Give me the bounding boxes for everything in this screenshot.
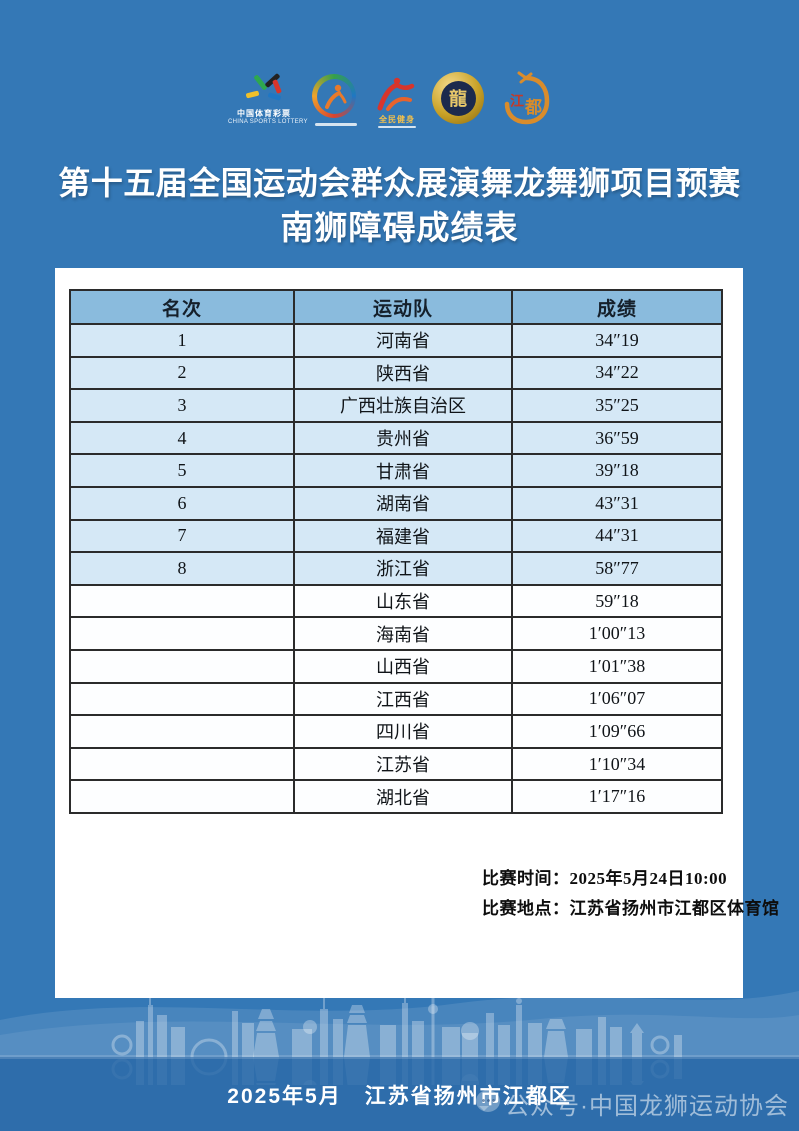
score-cell: 44″31 <box>511 518 723 554</box>
team-cell: 湖北省 <box>293 779 513 814</box>
rank-cell: 3 <box>69 388 295 423</box>
header-team: 运动队 <box>293 289 513 325</box>
national-games-emblem-logo <box>312 74 360 128</box>
rank-cell: 4 <box>69 420 295 456</box>
footer-band <box>0 1057 799 1131</box>
team-cell: 四川省 <box>293 714 513 749</box>
rank-cell <box>69 648 295 684</box>
team-cell: 山东省 <box>293 583 513 619</box>
team-cell: 河南省 <box>293 323 513 358</box>
team-cell: 海南省 <box>293 616 513 651</box>
dragon-association-medal-logo: 龍 <box>432 72 484 128</box>
rank-cell <box>69 583 295 619</box>
table-row: 7 福建省 44″31 <box>69 518 723 554</box>
fitness-caption-bar <box>378 126 416 128</box>
dragon-swirl-icon: 江 都 <box>504 71 550 125</box>
rank-cell: 1 <box>69 323 295 358</box>
team-cell: 山西省 <box>293 648 513 684</box>
lottery-name-cn: 中国体育彩票 <box>237 109 291 118</box>
fitness-for-all-logo: 全民健身 <box>372 76 422 130</box>
score-cell: 59″18 <box>511 583 723 619</box>
team-cell: 湖南省 <box>293 485 513 521</box>
score-cell: 34″19 <box>511 323 723 358</box>
team-cell: 甘肃省 <box>293 453 513 488</box>
wechat-bubble-icon <box>476 1090 500 1112</box>
team-cell: 广西壮族自治区 <box>293 388 513 423</box>
table-header-row: 名次 运动队 成绩 <box>69 289 723 325</box>
poster-title-line2: 南狮障碍成绩表 <box>280 209 519 246</box>
score-cell: 1′10″34 <box>511 746 723 782</box>
table-row: 江苏省 1′10″34 <box>69 746 723 782</box>
table-row: 四川省 1′09″66 <box>69 714 723 749</box>
competition-time: 比赛时间：2025年5月24日10:00 <box>482 869 728 888</box>
score-cell: 35″25 <box>511 388 723 423</box>
table-row: 2 陕西省 34″22 <box>69 355 723 391</box>
header-score: 成绩 <box>511 289 723 325</box>
rank-cell: 7 <box>69 518 295 554</box>
rank-cell: 5 <box>69 453 295 488</box>
table-row: 山西省 1′01″38 <box>69 648 723 684</box>
score-cell: 39″18 <box>511 453 723 488</box>
score-cell: 1′00″13 <box>511 616 723 651</box>
results-table-body: 1 河南省 34″19 2 陕西省 34″22 3 广西壮族自治区 35″25 4 贵州省 36″59… <box>69 323 723 814</box>
watermark-text: 公众号·中国龙狮运动协会 <box>505 1093 789 1120</box>
games-emblem-ring-icon <box>312 74 356 118</box>
team-cell: 福建省 <box>293 518 513 554</box>
header-rank: 名次 <box>69 289 295 325</box>
table-row: 1 河南省 34″19 <box>69 323 723 358</box>
table-row: 3 广西壮族自治区 35″25 <box>69 388 723 423</box>
competition-meta: 比赛时间：2025年5月24日10:00 比赛地点：江苏省扬州市江都区体育馆 <box>482 864 780 924</box>
score-cell: 43″31 <box>511 485 723 521</box>
emblem-caption-bar <box>315 123 357 126</box>
score-cell: 1′06″07 <box>511 681 723 717</box>
fitness-figures-icon <box>377 77 415 111</box>
table-row: 江西省 1′06″07 <box>69 681 723 717</box>
table-row: 5 甘肃省 39″18 <box>69 453 723 488</box>
rank-cell: 8 <box>69 551 295 586</box>
rank-cell: 6 <box>69 485 295 521</box>
results-card: 名次 运动队 成绩 1 河南省 34″19 2 陕西省 34″22 3 广西壮族自治区 35″2… <box>55 268 743 998</box>
rank-cell <box>69 779 295 814</box>
team-cell: 浙江省 <box>293 551 513 586</box>
table-row: 6 湖南省 43″31 <box>69 485 723 521</box>
footer-date-location: 2025年5月 江苏省扬州市江都区 <box>227 1085 572 1108</box>
city-skyline <box>0 989 799 1085</box>
jiangdu-dragon-logo: 江 都 <box>498 71 554 129</box>
dragon-glyph: 龍 <box>449 89 467 109</box>
table-row: 山东省 59″18 <box>69 583 723 619</box>
jiangdu-char1: 江 <box>510 93 524 110</box>
score-cell: 34″22 <box>511 355 723 391</box>
lottery-name-en: CHINA SPORTS LOTTERY <box>228 119 308 125</box>
table-row: 湖北省 1′17″16 <box>69 779 723 814</box>
table-row: 海南省 1′00″13 <box>69 616 723 651</box>
competition-venue: 比赛地点：江苏省扬州市江都区体育馆 <box>482 899 780 918</box>
score-cell: 36″59 <box>511 420 723 456</box>
table-row: 8 浙江省 58″77 <box>69 551 723 586</box>
rank-cell: 2 <box>69 355 295 391</box>
score-cell: 58″77 <box>511 551 723 586</box>
score-cell: 1′17″16 <box>511 779 723 814</box>
table-row: 4 贵州省 36″59 <box>69 420 723 456</box>
gold-medal-icon: 龍 <box>432 72 484 124</box>
rank-cell <box>69 681 295 717</box>
lottery-sticks-icon <box>238 72 290 106</box>
team-cell: 贵州省 <box>293 420 513 456</box>
team-cell: 江西省 <box>293 681 513 717</box>
rank-cell <box>69 714 295 749</box>
results-table: 名次 运动队 成绩 1 河南省 34″19 2 陕西省 34″22 3 广西壮族自治区 35″2… <box>69 289 723 814</box>
score-cell: 1′09″66 <box>511 714 723 749</box>
score-cell: 1′01″38 <box>511 648 723 684</box>
team-cell: 江苏省 <box>293 746 513 782</box>
team-cell: 陕西省 <box>293 355 513 391</box>
rank-cell <box>69 746 295 782</box>
fitness-label: 全民健身 <box>379 115 415 124</box>
runner-icon <box>325 84 347 109</box>
sports-lottery-logo: 中国体育彩票 CHINA SPORTS LOTTERY <box>228 72 308 130</box>
poster-title-line1: 第十五届全国运动会群众展演舞龙舞狮项目预赛 <box>58 165 741 201</box>
jiangdu-char2: 都 <box>524 97 542 117</box>
rank-cell <box>69 616 295 651</box>
